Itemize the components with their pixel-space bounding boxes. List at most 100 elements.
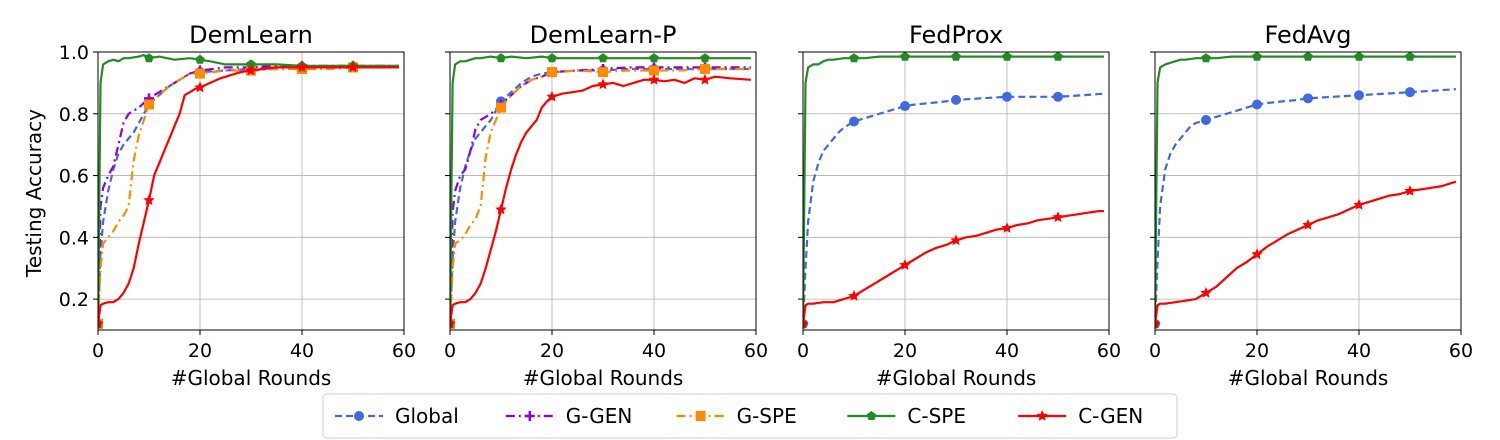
series-line-g-spe — [98, 66, 399, 324]
data-point-c-gen — [1155, 317, 1161, 329]
data-point-global — [849, 116, 859, 127]
data-point-c-spe — [496, 53, 506, 63]
x-tick-label: 0 — [444, 340, 456, 362]
data-point-c-gen — [1001, 222, 1013, 233]
data-point-c-spe — [700, 53, 710, 63]
data-point-c-spe — [547, 53, 557, 63]
series-group — [1155, 51, 1457, 329]
series-line-c-gen — [1155, 180, 1457, 324]
panels: 0 20 40 60 0.2 0.4 0.6 0.8 1.0 DemLearn #Global Ro… — [59, 21, 1473, 390]
data-point-c-spe — [849, 53, 859, 63]
x-tick-label: 0 — [92, 340, 104, 362]
legend-entry-global: Global — [335, 404, 459, 428]
series-line-c-spe — [98, 54, 399, 324]
data-point-g-spe — [496, 102, 506, 113]
legend-marker-g-gen — [524, 411, 535, 421]
data-point-c-gen — [848, 290, 860, 301]
data-point-c-spe — [144, 53, 154, 63]
series-line-c-gen — [450, 75, 751, 324]
x-tick-label: 20 — [540, 340, 564, 362]
series-line-global — [1155, 88, 1456, 324]
data-point-c-spe — [1053, 51, 1063, 61]
data-point-global — [1252, 99, 1262, 110]
x-axis-label: #Global Rounds — [171, 366, 332, 390]
data-point-g-spe — [144, 99, 154, 110]
x-tick-label: 60 — [1097, 340, 1121, 362]
legend-entry-g-gen: G-GEN — [505, 404, 633, 428]
data-point-c-gen — [194, 81, 206, 93]
data-point-global — [1303, 93, 1313, 104]
data-point-global — [1053, 91, 1063, 102]
data-point-c-gen — [347, 61, 359, 73]
legend-label: G-GEN — [566, 404, 633, 428]
series-line-global — [803, 92, 1104, 324]
series-line-c-spe — [450, 55, 751, 324]
x-tick-label: 40 — [1347, 340, 1371, 362]
axes-frame — [802, 51, 1110, 331]
legend: Global G-GEN G-SPE C-SPE C-GEN — [322, 393, 1178, 439]
y-tick-label: 1.0 — [59, 42, 89, 64]
x-axis-label: #Global Rounds — [1228, 366, 1389, 390]
data-point-c-gen — [1404, 185, 1416, 196]
data-point-g-spe — [598, 67, 608, 78]
data-point-global — [900, 101, 910, 112]
data-point-c-gen — [296, 61, 308, 73]
legend-entry-c-spe: C-SPE — [847, 404, 966, 428]
x-axis-label: #Global Rounds — [876, 366, 1037, 390]
data-point-c-spe — [195, 54, 205, 64]
legend-marker-c-gen — [1036, 410, 1048, 421]
x-tick-label: 60 — [1449, 340, 1473, 362]
data-point-global — [951, 94, 961, 105]
data-point-c-spe — [246, 59, 256, 69]
series-line-g-spe — [450, 67, 751, 324]
x-tick-label: 40 — [995, 340, 1019, 362]
x-tick-label: 60 — [744, 340, 768, 362]
y-tick-label: 0.6 — [59, 166, 89, 188]
data-point-g-spe — [547, 67, 557, 78]
data-point-c-spe — [1201, 53, 1211, 63]
panel-demlearn: 0 20 40 60 0.2 0.4 0.6 0.8 1.0 DemLearn #Global Ro… — [59, 21, 416, 390]
axes-frame — [449, 51, 757, 331]
series-line-c-spe — [1155, 55, 1456, 324]
series-line-c-gen — [803, 210, 1104, 324]
data-point-c-gen — [245, 64, 257, 76]
data-point-global — [1002, 91, 1012, 102]
series-line-global — [98, 66, 399, 324]
series-line-c-spe — [803, 55, 1104, 324]
y-axis-label: Testing Accuracy — [22, 109, 46, 278]
series-group — [450, 53, 751, 329]
data-point-c-gen — [143, 194, 155, 206]
data-point-c-spe — [951, 51, 961, 61]
data-point-g-spe — [195, 68, 205, 79]
x-tick-label: 0 — [1149, 340, 1161, 362]
legend-label: C-SPE — [907, 404, 966, 428]
x-tick-label: 40 — [642, 340, 666, 362]
series-line-g-gen — [450, 66, 751, 324]
x-tick-label: 20 — [188, 340, 212, 362]
series-group — [98, 53, 399, 329]
y-tick-label: 0.2 — [59, 289, 89, 311]
data-point-c-gen — [98, 317, 104, 329]
x-tick-label: 20 — [1245, 340, 1269, 362]
y-tick-label: 0.4 — [59, 227, 89, 249]
legend-label: C-GEN — [1078, 404, 1143, 428]
series-line-c-gen — [98, 66, 399, 324]
legend-marker-c-spe — [866, 411, 877, 420]
data-point-c-gen — [1251, 248, 1263, 260]
axes-frame — [97, 51, 405, 331]
data-point-c-spe — [900, 51, 910, 61]
panel-demlearn-p: 0 20 40 60 DemLearn-P #Global Rounds — [444, 21, 768, 390]
y-tick-label: 0.8 — [59, 104, 89, 126]
data-point-g-spe — [700, 63, 710, 74]
data-point-c-spe — [1002, 51, 1012, 61]
data-point-c-gen — [1302, 219, 1314, 230]
x-axis-label: #Global Rounds — [523, 366, 684, 390]
data-point-c-gen — [648, 73, 660, 85]
legend-label: Global — [395, 404, 459, 428]
data-point-c-spe — [1252, 51, 1262, 61]
data-point-c-gen — [1353, 198, 1365, 210]
series-line-g-gen — [98, 64, 399, 324]
panel-title: FedProx — [909, 21, 1003, 49]
legend-entry-c-gen: C-GEN — [1018, 404, 1143, 428]
data-point-c-spe — [1354, 51, 1364, 61]
